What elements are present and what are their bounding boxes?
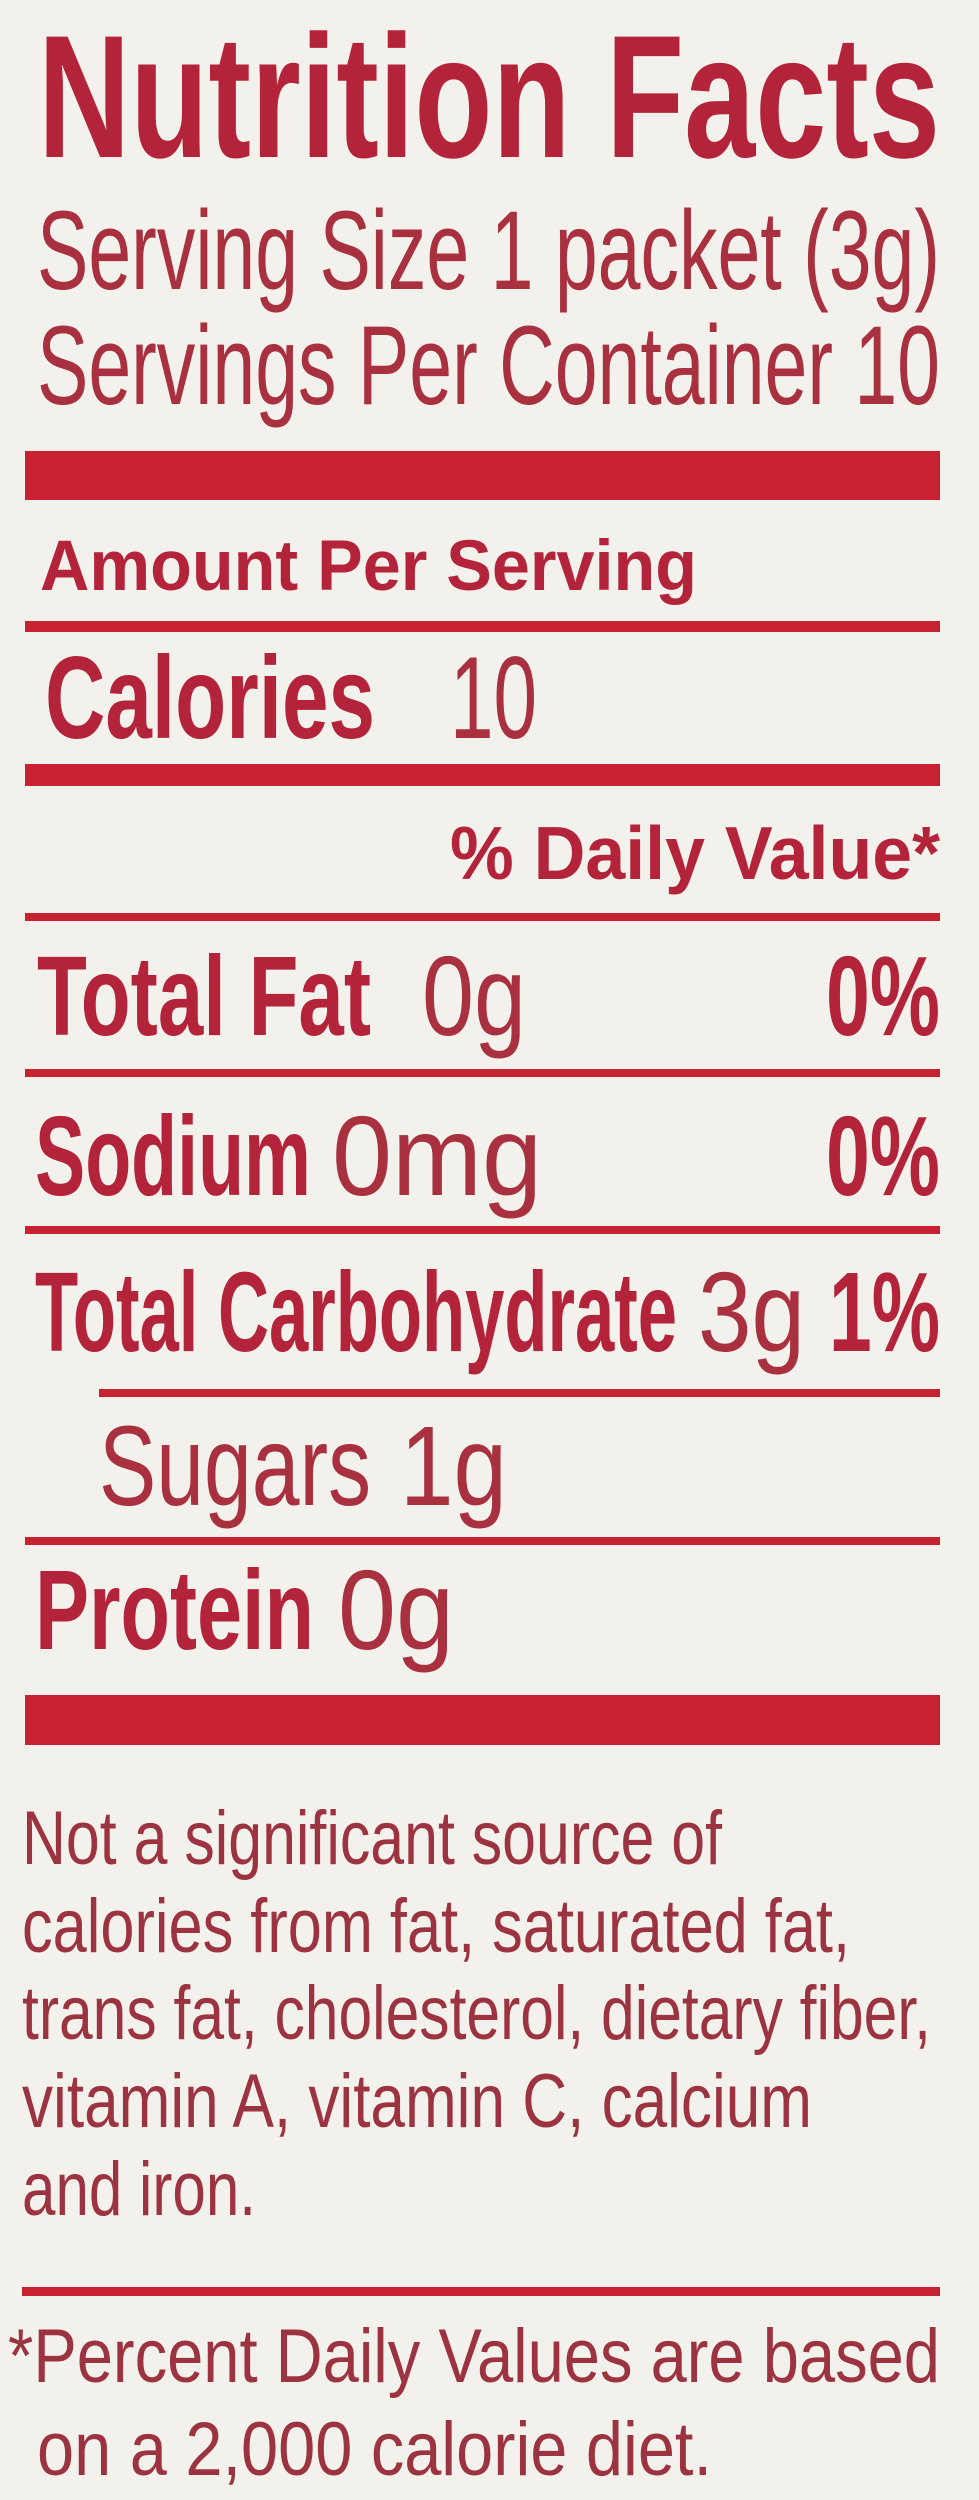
- calories-value: 10: [450, 632, 537, 763]
- medium-divider: [25, 764, 940, 786]
- nutrient-daily-value: 0%: [826, 1093, 940, 1219]
- nutrient-daily-value: 0%: [826, 933, 940, 1059]
- statement-line: vitamin A, vitamin C, calcium: [22, 2059, 812, 2144]
- statement-line: trans fat, cholesterol, dietary fiber,: [22, 1971, 931, 2056]
- divider: [25, 1537, 940, 1545]
- divider: [25, 913, 940, 921]
- serving-size: Serving Size 1 packet (3g): [37, 188, 940, 313]
- nutrient-daily-value: 1%: [829, 1249, 940, 1375]
- nutrient-name: Total Fat: [37, 933, 371, 1059]
- thick-divider: [25, 451, 940, 500]
- nutrient-amount: 0mg: [332, 1093, 542, 1219]
- divider: [25, 1226, 940, 1234]
- divider: [22, 2287, 940, 2296]
- indented-divider: [99, 1389, 940, 1397]
- nutrient-name: Sugars: [99, 1403, 371, 1529]
- nutrient-amount: 3g: [698, 1249, 805, 1375]
- nutrient-name: Protein: [35, 1547, 314, 1673]
- divider: [25, 1069, 940, 1077]
- statement-line: calories from fat, saturated fat,: [22, 1884, 850, 1969]
- thick-divider: [25, 1695, 940, 1745]
- statement-line: Not a significant source of: [22, 1796, 722, 1881]
- title: Nutrition Facts: [38, 0, 940, 195]
- nutrient-amount: 1g: [400, 1403, 507, 1529]
- nutrient-amount: 0g: [422, 933, 526, 1059]
- statement-line: and iron.: [22, 2147, 256, 2232]
- footnote-line: *Percent Daily Values are based: [8, 2314, 940, 2399]
- calories-label: Calories: [45, 632, 375, 763]
- servings-per-container: Servings Per Container 10: [37, 303, 940, 428]
- footnote-line: on a 2,000 calorie diet.: [37, 2407, 712, 2492]
- daily-value-header: % Daily Value*: [450, 811, 940, 895]
- amount-per-serving: Amount Per Serving: [40, 527, 697, 606]
- nutrient-name: Sodium: [35, 1093, 311, 1219]
- nutrient-name: Total Carbohydrate: [35, 1249, 677, 1375]
- divider: [25, 621, 940, 632]
- nutrient-amount: 0g: [338, 1547, 454, 1673]
